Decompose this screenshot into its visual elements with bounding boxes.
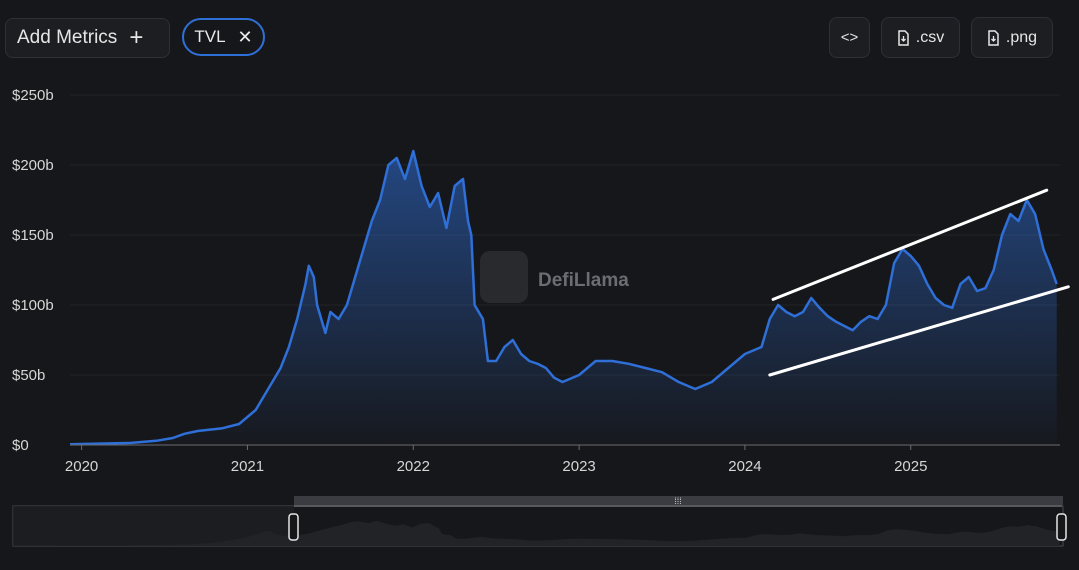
y-tick-label: $200b <box>12 157 54 174</box>
embed-button[interactable]: <> <box>829 17 870 58</box>
y-axis-labels: $0 $50b $100b $150b $200b $250b <box>12 87 54 454</box>
y-tick-label: $0 <box>12 437 29 454</box>
x-axis-labels: 2020 2021 2022 2023 2024 2025 <box>65 445 927 475</box>
png-label: .png <box>1005 28 1038 46</box>
x-tick-label: 2021 <box>231 458 264 475</box>
y-tick-label: $150b <box>12 227 54 244</box>
x-tick-label: 2022 <box>397 458 430 475</box>
x-tick-label: 2024 <box>728 458 761 475</box>
trendline-annotations <box>768 188 1070 377</box>
y-tick-label: $250b <box>12 87 54 104</box>
metric-chip-tvl[interactable]: TVL ✕ <box>182 18 265 56</box>
watermark-text: DefiLlama <box>538 270 629 291</box>
llama-logo-icon <box>480 251 528 303</box>
plus-icon: + <box>129 24 144 51</box>
trendline <box>771 188 1049 301</box>
metric-chip-label: TVL <box>194 27 226 46</box>
add-metrics-label: Add Metrics <box>17 27 118 48</box>
x-tick-label: 2025 <box>894 458 927 475</box>
tvl-area <box>70 151 1057 445</box>
y-tick-label: $50b <box>12 367 45 384</box>
download-file-icon <box>898 29 909 46</box>
download-png-button[interactable]: .png <box>971 17 1053 58</box>
download-csv-button[interactable]: .csv <box>881 17 960 58</box>
brush-right-handle[interactable] <box>1056 513 1067 541</box>
date-range-brush[interactable]: ⁞⁞⁞ <box>0 492 1079 552</box>
tvl-area-chart: $0 $50b $100b $150b $200b $250b DefiLlama 202… <box>12 87 1070 475</box>
code-icon: <> <box>840 29 859 46</box>
download-file-icon <box>988 29 999 46</box>
brush-mini-area <box>13 520 1060 546</box>
x-tick-label: 2020 <box>65 458 98 475</box>
add-metrics-button[interactable]: Add Metrics + <box>5 18 170 58</box>
tvl-line <box>69 149 1058 446</box>
brush-selection-bar[interactable] <box>294 496 1063 505</box>
trendline <box>768 285 1070 377</box>
x-tick-label: 2023 <box>562 458 595 475</box>
close-icon[interactable]: ✕ <box>237 27 253 47</box>
defillama-watermark: DefiLlama <box>480 251 629 303</box>
brush-left-handle[interactable] <box>288 513 299 541</box>
csv-label: .csv <box>915 28 945 46</box>
y-tick-label: $100b <box>12 297 54 314</box>
drag-grip-icon[interactable]: ⁞⁞⁞ <box>674 496 682 506</box>
